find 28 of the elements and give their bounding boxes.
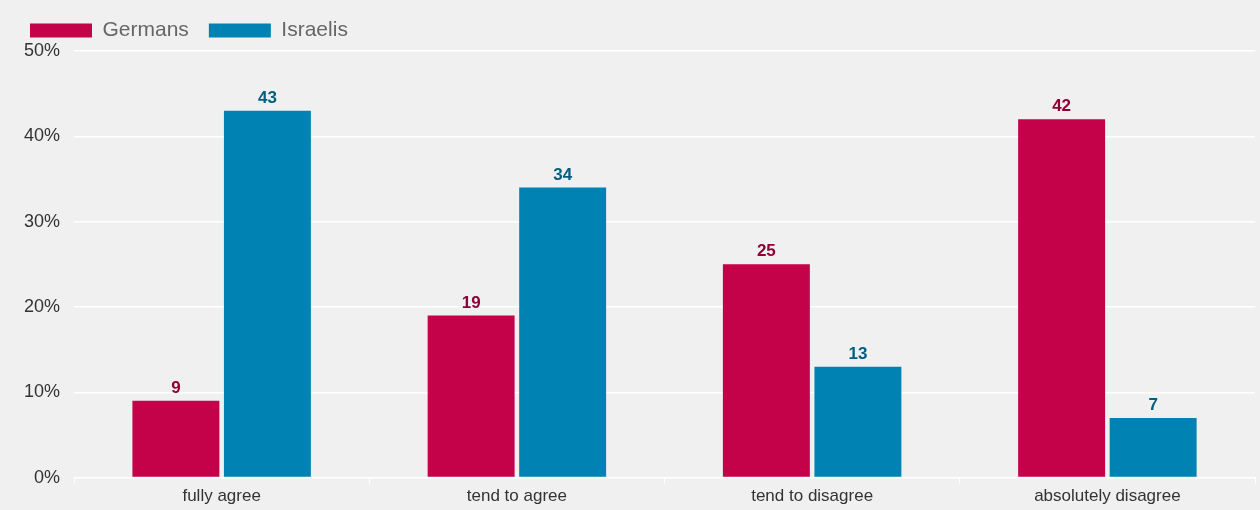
- data-label: 9: [171, 378, 181, 397]
- y-tick-label: 20%: [24, 295, 61, 316]
- x-tick-label: fully agree: [182, 486, 261, 506]
- bar: [1018, 119, 1106, 477]
- x-tick-label: tend to disagree: [751, 486, 874, 506]
- data-label: 7: [1148, 395, 1158, 415]
- data-label: 19: [461, 292, 481, 312]
- legend-label: Israelis: [281, 17, 348, 41]
- data-label: 25: [756, 241, 776, 261]
- y-tick-label: 30%: [24, 210, 61, 231]
- bar: [223, 110, 311, 477]
- bar: [1109, 417, 1197, 477]
- y-tick-label: 50%: [24, 39, 61, 60]
- bar: [519, 187, 607, 477]
- data-label: 13: [848, 343, 868, 363]
- bar: [427, 315, 515, 477]
- data-label: 43: [257, 87, 277, 107]
- data-label: 42: [1052, 96, 1072, 116]
- legend-label: Germans: [102, 17, 189, 41]
- bar: [132, 400, 220, 477]
- y-tick-label: 10%: [24, 381, 61, 402]
- x-tick-label: absolutely disagree: [1034, 486, 1181, 506]
- y-tick-label: 0%: [34, 466, 61, 487]
- bar: [814, 366, 902, 477]
- bar: [722, 264, 810, 477]
- data-label: 34: [553, 164, 573, 184]
- y-tick-label: 40%: [24, 125, 61, 146]
- x-tick-label: tend to agree: [466, 486, 567, 506]
